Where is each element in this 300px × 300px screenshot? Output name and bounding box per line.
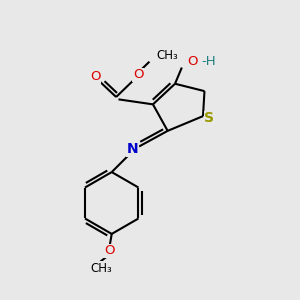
Text: -H: -H <box>202 55 216 68</box>
Text: O: O <box>187 55 197 68</box>
Text: CH₃: CH₃ <box>90 262 112 275</box>
Text: O: O <box>133 68 143 81</box>
Text: O: O <box>90 70 101 83</box>
Text: N: N <box>127 142 138 156</box>
Text: CH₃: CH₃ <box>157 49 178 62</box>
Text: O: O <box>104 244 115 257</box>
Text: S: S <box>205 112 214 125</box>
